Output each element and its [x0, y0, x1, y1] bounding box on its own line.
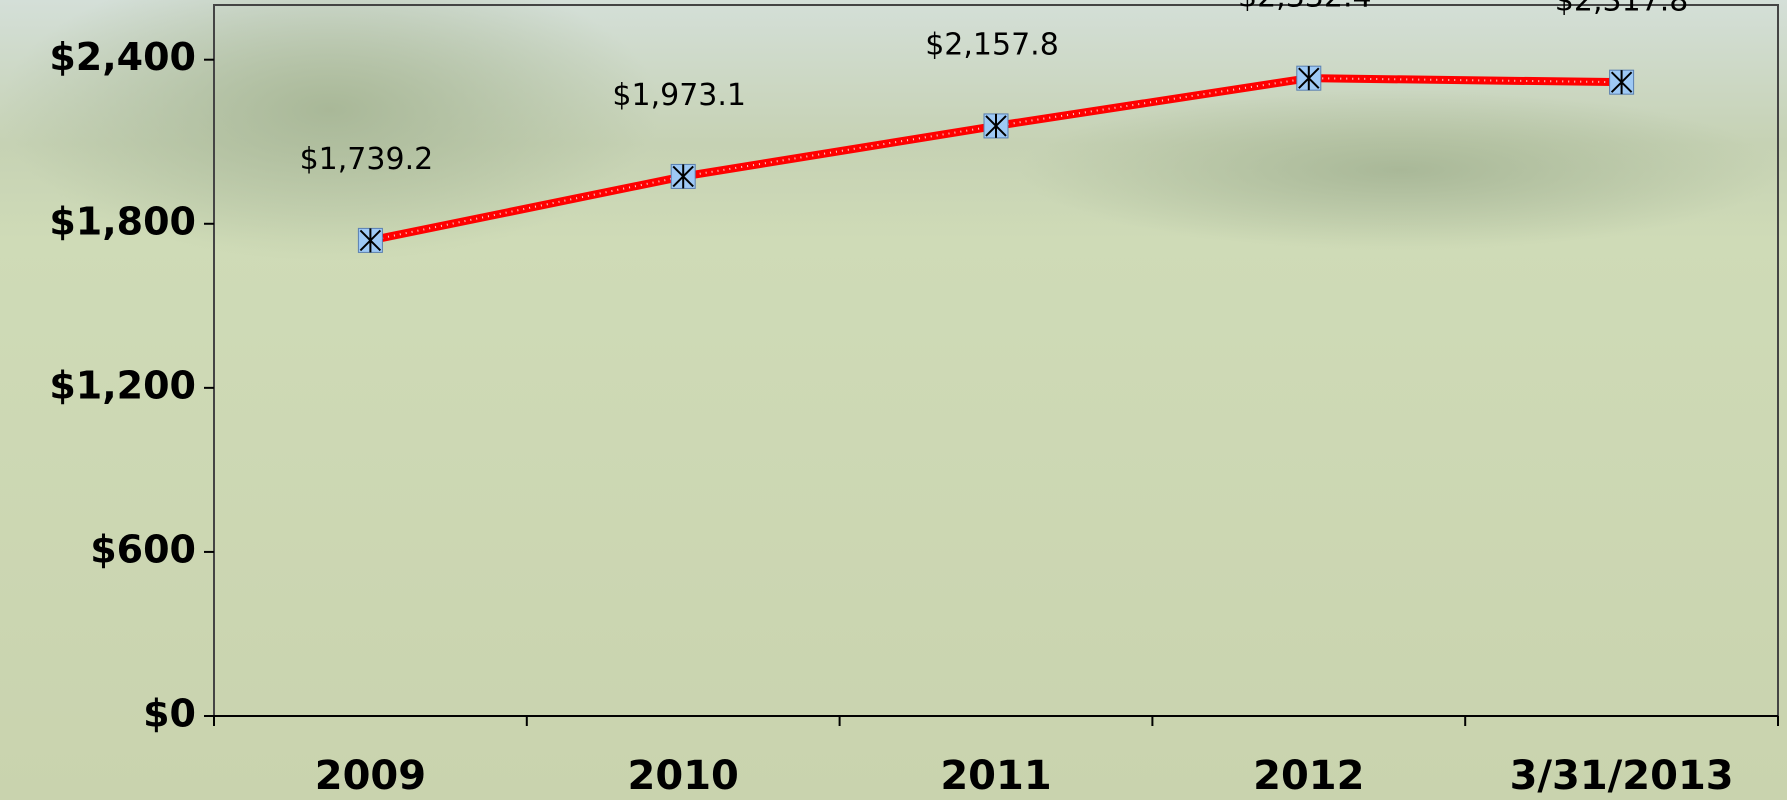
- marker: [1296, 65, 1322, 91]
- x-tick-label: 2012: [1253, 753, 1364, 799]
- data-label: $1,739.2: [300, 142, 434, 177]
- x-tick-label: 2010: [628, 753, 739, 799]
- y-tick-label: $1,800: [49, 199, 196, 243]
- data-label: $2,317.8: [1555, 0, 1689, 19]
- data-label: $1,973.1: [612, 78, 746, 113]
- y-tick-label: $600: [90, 527, 196, 571]
- x-tick-label: 3/31/2013: [1510, 753, 1734, 799]
- marker-part: [672, 164, 694, 189]
- background-trees: [1020, 90, 1780, 250]
- y-tick-label: $1,200: [49, 363, 196, 407]
- marker-part: [359, 228, 382, 253]
- marker: [1609, 69, 1635, 95]
- y-tick-label: $2,400: [49, 35, 196, 79]
- x-tick-label: 2011: [940, 753, 1051, 799]
- marker-part: [1298, 66, 1320, 91]
- marker-part: [985, 113, 1007, 138]
- y-tick-label: $0: [143, 692, 196, 736]
- marker-part: [1610, 70, 1633, 95]
- data-label: $2,332.4: [1238, 0, 1372, 15]
- marker: [670, 163, 696, 189]
- background-tree: [0, 0, 660, 260]
- x-tick-label: 2009: [315, 753, 426, 799]
- marker: [983, 113, 1009, 139]
- marker: [357, 227, 383, 253]
- data-label: $2,157.8: [925, 27, 1059, 62]
